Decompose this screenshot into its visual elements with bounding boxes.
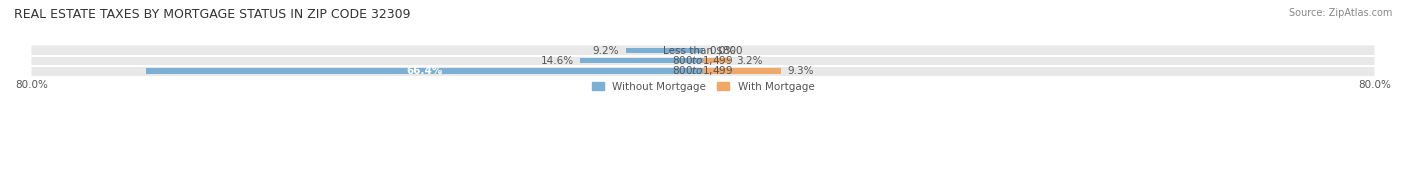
Text: Less than $800: Less than $800 bbox=[664, 45, 742, 55]
FancyBboxPatch shape bbox=[31, 45, 1375, 55]
Bar bbox=[581, 58, 703, 64]
Bar bbox=[703, 58, 730, 64]
Text: 0.0%: 0.0% bbox=[710, 45, 735, 55]
FancyBboxPatch shape bbox=[31, 66, 1375, 76]
Bar bbox=[146, 68, 703, 74]
Text: 3.2%: 3.2% bbox=[737, 56, 763, 66]
Bar bbox=[703, 68, 782, 74]
Text: Source: ZipAtlas.com: Source: ZipAtlas.com bbox=[1288, 8, 1392, 18]
Text: $800 to $1,499: $800 to $1,499 bbox=[672, 64, 734, 77]
FancyBboxPatch shape bbox=[31, 56, 1375, 66]
Text: 9.2%: 9.2% bbox=[592, 45, 619, 55]
Text: $800 to $1,499: $800 to $1,499 bbox=[672, 54, 734, 67]
Text: 66.4%: 66.4% bbox=[406, 66, 443, 76]
Text: 14.6%: 14.6% bbox=[540, 56, 574, 66]
Text: REAL ESTATE TAXES BY MORTGAGE STATUS IN ZIP CODE 32309: REAL ESTATE TAXES BY MORTGAGE STATUS IN … bbox=[14, 8, 411, 21]
Legend: Without Mortgage, With Mortgage: Without Mortgage, With Mortgage bbox=[592, 82, 814, 92]
Bar bbox=[626, 48, 703, 53]
Text: 9.3%: 9.3% bbox=[787, 66, 814, 76]
